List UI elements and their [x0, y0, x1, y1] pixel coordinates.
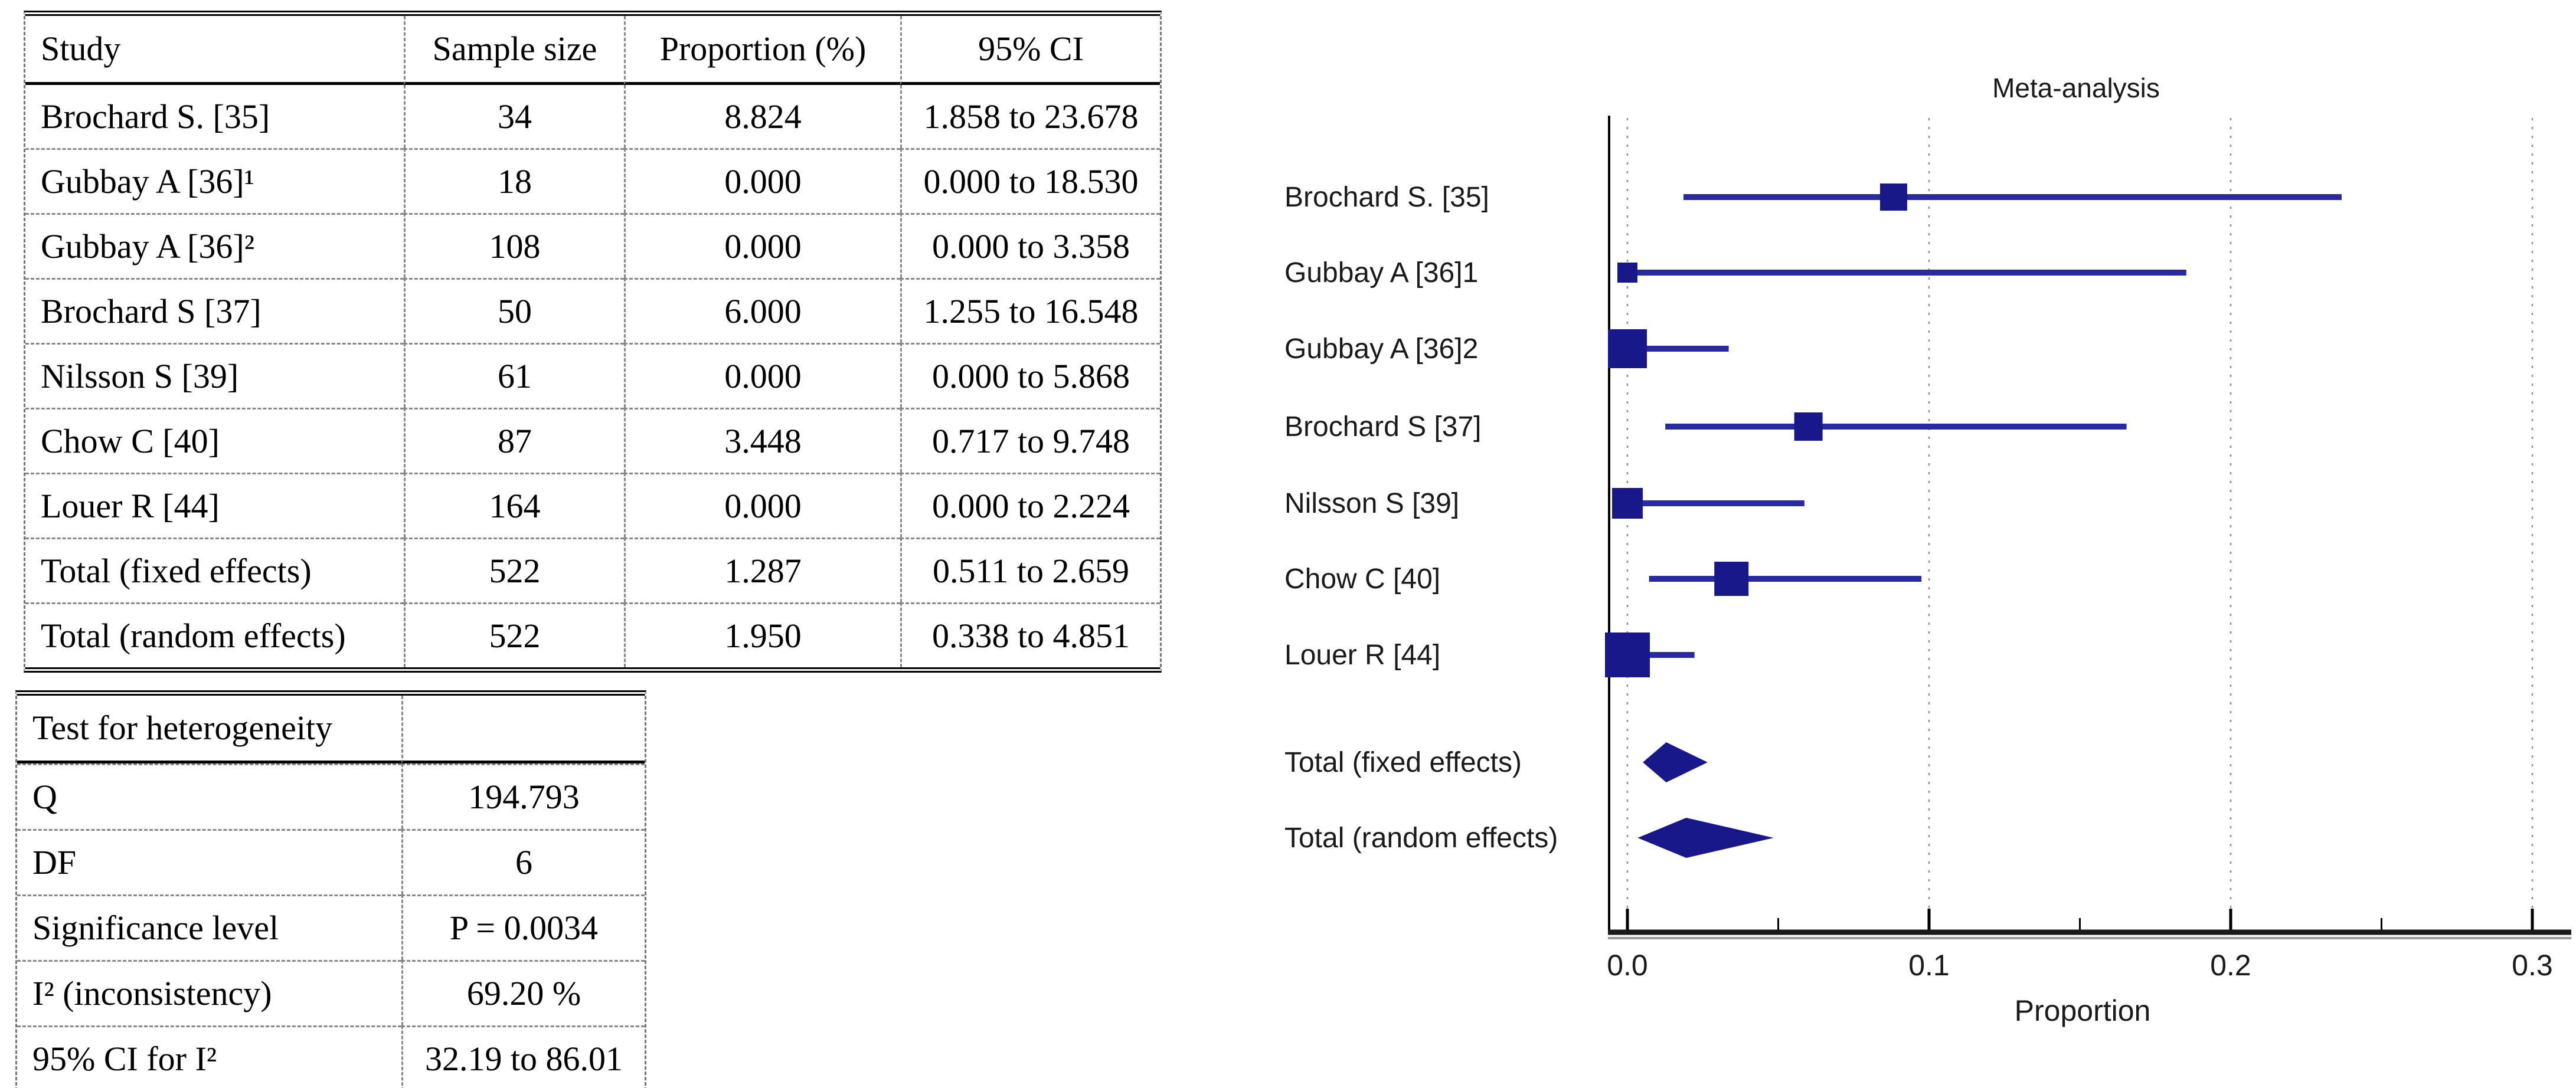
total-label: Total (fixed effects)	[1284, 747, 1522, 778]
heterogeneity-header: Test for heterogeneity	[17, 696, 401, 763]
ci-range: 0.000 to 3.358	[900, 213, 1160, 278]
sample-size: 164	[404, 473, 624, 538]
stat-value: 69.20 %	[401, 960, 645, 1025]
proportion: 1.950	[624, 602, 900, 667]
study-name: Gubbay A [36]¹	[25, 148, 404, 213]
proportion: 0.000	[624, 343, 900, 408]
study-name: Brochard S [37]	[25, 278, 404, 343]
summary-diamond	[1637, 818, 1774, 858]
sample-size: 18	[404, 148, 624, 213]
heterogeneity-header-empty	[401, 696, 645, 763]
ci-range: 0.717 to 9.748	[900, 408, 1160, 473]
stat-label: DF	[17, 829, 401, 894]
stat-value: P = 0.0034	[401, 894, 645, 960]
study-label: Brochard S [37]	[1284, 411, 1482, 443]
point-square	[1879, 183, 1907, 211]
x-tick-label: 0.1	[1908, 949, 1950, 982]
x-axis-label: Proportion	[2015, 994, 2151, 1027]
col-header-study: Study	[25, 16, 404, 85]
point-square	[1617, 263, 1637, 283]
ci-range: 0.000 to 2.224	[900, 473, 1160, 538]
summary-diamond	[1643, 742, 1708, 782]
study-label: Gubbay A [36]1	[1284, 257, 1478, 289]
study-name: Chow C [40]	[25, 408, 404, 473]
study-name: Gubbay A [36]²	[25, 213, 404, 278]
point-square	[1714, 562, 1749, 596]
stat-label: I² (inconsistency)	[17, 960, 401, 1025]
total-fixed-label: Total (fixed effects)	[25, 538, 404, 602]
ci-range: 0.000 to 5.868	[900, 343, 1160, 408]
heterogeneity-table: Test for heterogeneity Q 194.793 DF 6 Si…	[15, 690, 646, 1088]
proportion: 0.000	[624, 148, 900, 213]
total-random-label: Total (random effects)	[25, 602, 404, 667]
sample-size: 522	[404, 602, 624, 667]
sample-size: 522	[404, 538, 624, 602]
stat-value: 6	[401, 829, 645, 894]
col-header-proportion: Proportion (%)	[624, 16, 900, 85]
forest-plot: Meta-analysis 0.0 0.1 0.2 0.3 Proportion Broch…	[1284, 73, 2571, 1027]
col-header-ci: 95% CI	[900, 16, 1160, 85]
sample-size: 87	[404, 408, 624, 473]
proportion: 0.000	[624, 473, 900, 538]
stat-value: 194.793	[401, 763, 645, 829]
stat-label: 95% CI for I²	[17, 1025, 401, 1088]
ci-range: 1.858 to 23.678	[900, 85, 1160, 148]
study-label: Louer R [44]	[1284, 640, 1440, 671]
study-name: Nilsson S [39]	[25, 343, 404, 408]
study-label: Brochard S. [35]	[1284, 182, 1489, 213]
point-square	[1608, 329, 1647, 368]
stat-value: 32.19 to 86.01	[401, 1025, 645, 1088]
stat-label: Significance level	[17, 894, 401, 960]
proportion: 0.000	[624, 213, 900, 278]
proportion: 3.448	[624, 408, 900, 473]
study-name: Brochard S. [35]	[41, 97, 270, 136]
sample-size: 50	[404, 278, 624, 343]
sample-size: 34	[404, 85, 624, 148]
chart-title: Meta-analysis	[1992, 73, 2160, 103]
study-label: Chow C [40]	[1284, 563, 1440, 595]
sample-size: 108	[404, 213, 624, 278]
proportion: 6.000	[624, 278, 900, 343]
total-label: Total (random effects)	[1284, 822, 1558, 854]
ci-range: 1.255 to 16.548	[900, 278, 1160, 343]
point-square	[1612, 488, 1643, 519]
proportion: 8.824	[624, 85, 900, 148]
col-header-sample-size: Sample size	[404, 16, 624, 85]
study-label: Gubbay A [36]2	[1284, 333, 1478, 365]
ci-range: 0.511 to 2.659	[900, 538, 1160, 602]
study-label: Nilsson S [39]	[1284, 488, 1459, 519]
point-square	[1794, 412, 1823, 441]
ci-range: 0.338 to 4.851	[900, 602, 1160, 667]
point-square	[1605, 633, 1650, 677]
study-results-table: Study Sample size Proportion (%) 95% CI …	[24, 11, 1162, 673]
x-tick-label: 0.3	[2512, 949, 2553, 982]
sample-size: 61	[404, 343, 624, 408]
x-tick-label: 0.0	[1607, 949, 1648, 982]
proportion: 1.287	[624, 538, 900, 602]
ci-range: 0.000 to 18.530	[900, 148, 1160, 213]
stat-label: Q	[17, 763, 401, 829]
x-tick-label: 0.2	[2210, 949, 2251, 982]
study-name: Louer R [44]	[25, 473, 404, 538]
